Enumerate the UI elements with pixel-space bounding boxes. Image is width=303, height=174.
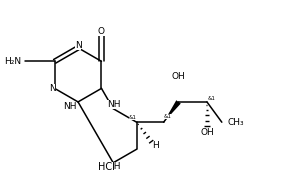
Text: &1: &1 xyxy=(163,114,171,120)
Text: &1: &1 xyxy=(129,115,137,120)
Text: O: O xyxy=(98,27,105,36)
Text: NH: NH xyxy=(63,102,76,111)
Text: OH: OH xyxy=(200,128,214,137)
Text: &1: &1 xyxy=(208,96,216,101)
Text: H₂N: H₂N xyxy=(4,57,21,66)
Text: NH: NH xyxy=(107,162,121,171)
Text: OH: OH xyxy=(172,72,185,81)
Text: NH: NH xyxy=(107,100,121,109)
Text: H: H xyxy=(153,141,159,150)
Polygon shape xyxy=(164,100,181,122)
Text: N: N xyxy=(75,41,82,50)
Text: N: N xyxy=(49,84,56,93)
Text: CH₃: CH₃ xyxy=(227,118,244,127)
Text: HCl: HCl xyxy=(98,162,115,172)
